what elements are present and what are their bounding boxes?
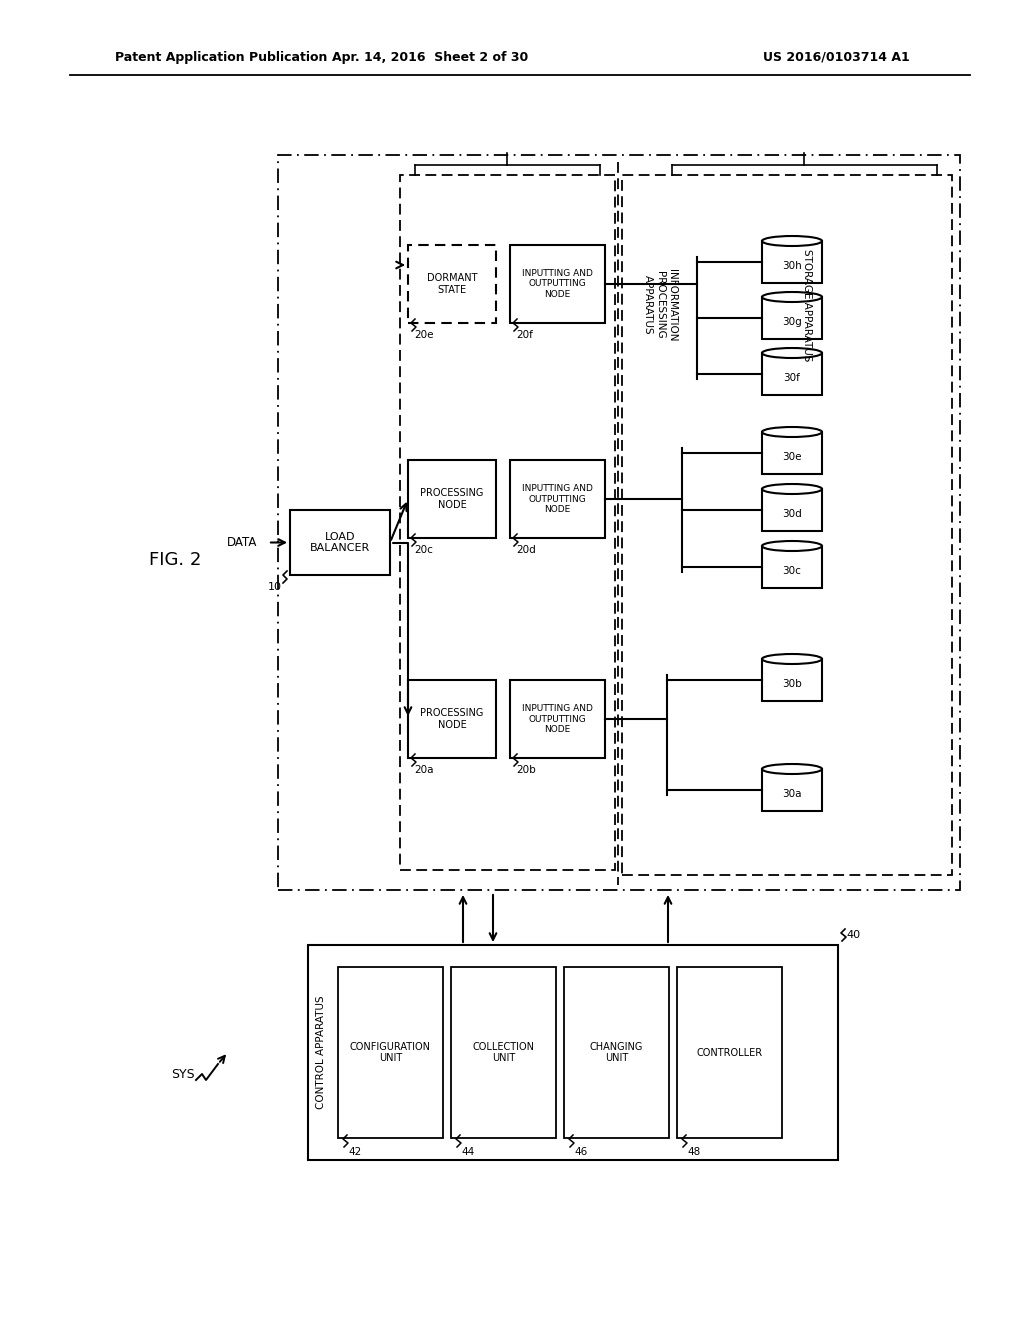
Text: DATA: DATA: [226, 536, 257, 549]
Text: 40: 40: [846, 931, 860, 940]
Text: Patent Application Publication: Patent Application Publication: [115, 50, 328, 63]
Ellipse shape: [762, 541, 822, 550]
Text: PROCESSING
NODE: PROCESSING NODE: [420, 709, 483, 730]
Ellipse shape: [762, 348, 822, 358]
Ellipse shape: [762, 426, 822, 437]
Text: CONFIGURATION
UNIT: CONFIGURATION UNIT: [350, 1041, 431, 1064]
Bar: [677, 968, 782, 1138]
Text: 30e: 30e: [782, 451, 802, 462]
Text: 20e: 20e: [414, 330, 433, 341]
Ellipse shape: [762, 484, 822, 494]
Text: CONTROL APPARATUS: CONTROL APPARATUS: [316, 995, 326, 1109]
Bar: [308, 945, 838, 1160]
Text: FIG. 2: FIG. 2: [148, 550, 201, 569]
Bar: [762, 659, 822, 701]
Text: 30a: 30a: [782, 789, 802, 799]
Bar: [762, 432, 822, 474]
Bar: [510, 680, 605, 758]
Bar: [408, 246, 496, 323]
Text: 30b: 30b: [782, 678, 802, 689]
Text: Apr. 14, 2016  Sheet 2 of 30: Apr. 14, 2016 Sheet 2 of 30: [332, 50, 528, 63]
Bar: [564, 968, 669, 1138]
Text: 10: 10: [268, 582, 282, 591]
Text: DORMANT
STATE: DORMANT STATE: [427, 273, 477, 294]
Bar: [451, 968, 556, 1138]
Text: 48: 48: [687, 1147, 700, 1158]
Text: 30c: 30c: [782, 566, 802, 576]
Text: CHANGING
UNIT: CHANGING UNIT: [590, 1041, 643, 1064]
Text: 30g: 30g: [782, 317, 802, 327]
Text: 44: 44: [461, 1147, 474, 1158]
Bar: [762, 352, 822, 395]
Bar: [338, 968, 443, 1138]
Bar: [510, 246, 605, 323]
Bar: [762, 242, 822, 282]
Bar: [510, 459, 605, 539]
Text: 42: 42: [348, 1147, 361, 1158]
Text: 30h: 30h: [782, 261, 802, 271]
Text: INPUTTING AND
OUTPUTTING
NODE: INPUTTING AND OUTPUTTING NODE: [522, 484, 593, 513]
Text: LOAD
BALANCER: LOAD BALANCER: [310, 532, 370, 553]
Ellipse shape: [762, 653, 822, 664]
Bar: [290, 510, 390, 576]
Text: 30d: 30d: [782, 510, 802, 519]
Text: 20d: 20d: [516, 545, 536, 554]
Text: 20f: 20f: [516, 330, 532, 341]
Text: INFORMATION
PROCESSING
APPARATUS: INFORMATION PROCESSING APPARATUS: [643, 269, 677, 342]
Bar: [762, 546, 822, 587]
Bar: [408, 680, 496, 758]
Bar: [622, 176, 952, 875]
Bar: [762, 488, 822, 531]
Text: US 2016/0103714 A1: US 2016/0103714 A1: [763, 50, 910, 63]
Text: INPUTTING AND
OUTPUTTING
NODE: INPUTTING AND OUTPUTTING NODE: [522, 704, 593, 734]
Text: 46: 46: [574, 1147, 587, 1158]
Text: COLLECTION
UNIT: COLLECTION UNIT: [472, 1041, 535, 1064]
Bar: [408, 459, 496, 539]
Text: CONTROLLER: CONTROLLER: [696, 1048, 763, 1057]
Bar: [762, 770, 822, 810]
Text: 20c: 20c: [414, 545, 433, 554]
Text: 20a: 20a: [414, 766, 433, 775]
Ellipse shape: [762, 236, 822, 246]
Text: INPUTTING AND
OUTPUTTING
NODE: INPUTTING AND OUTPUTTING NODE: [522, 269, 593, 298]
Text: 20b: 20b: [516, 766, 536, 775]
Bar: [400, 176, 615, 870]
Text: 30f: 30f: [783, 374, 801, 383]
Text: SYS: SYS: [171, 1068, 195, 1081]
Bar: [278, 154, 961, 890]
Text: STORAGE APPARATUS: STORAGE APPARATUS: [802, 248, 812, 362]
Ellipse shape: [762, 764, 822, 774]
Bar: [762, 297, 822, 339]
Ellipse shape: [762, 292, 822, 302]
Text: PROCESSING
NODE: PROCESSING NODE: [420, 488, 483, 510]
